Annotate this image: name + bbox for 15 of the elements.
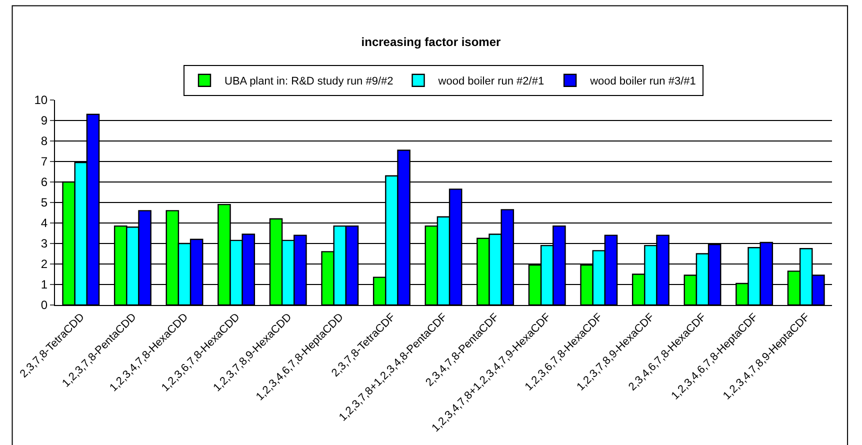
y-tick-label: 9 [40, 114, 48, 128]
y-tick-label: 6 [40, 175, 48, 190]
y-tick-label: 0 [40, 298, 48, 312]
y-tick-label: 3 [40, 236, 48, 251]
y-tick-label: 7 [40, 154, 48, 169]
y-tick-label: 1 [40, 278, 48, 292]
y-tick-label: 5 [40, 196, 48, 210]
legend-label: UBA plant in: R&D study run #9/#2 [224, 76, 394, 88]
y-tick-label: 4 [40, 216, 48, 230]
y-tick-label: 2 [40, 257, 48, 272]
y-tick-label: 8 [40, 134, 48, 148]
legend-label: wood boiler run #2/#1 [437, 76, 544, 88]
y-tick-label: 10 [34, 93, 48, 108]
legend-label: wood boiler run #3/#1 [589, 76, 696, 88]
chart-title: increasing factor isomer [361, 35, 502, 50]
